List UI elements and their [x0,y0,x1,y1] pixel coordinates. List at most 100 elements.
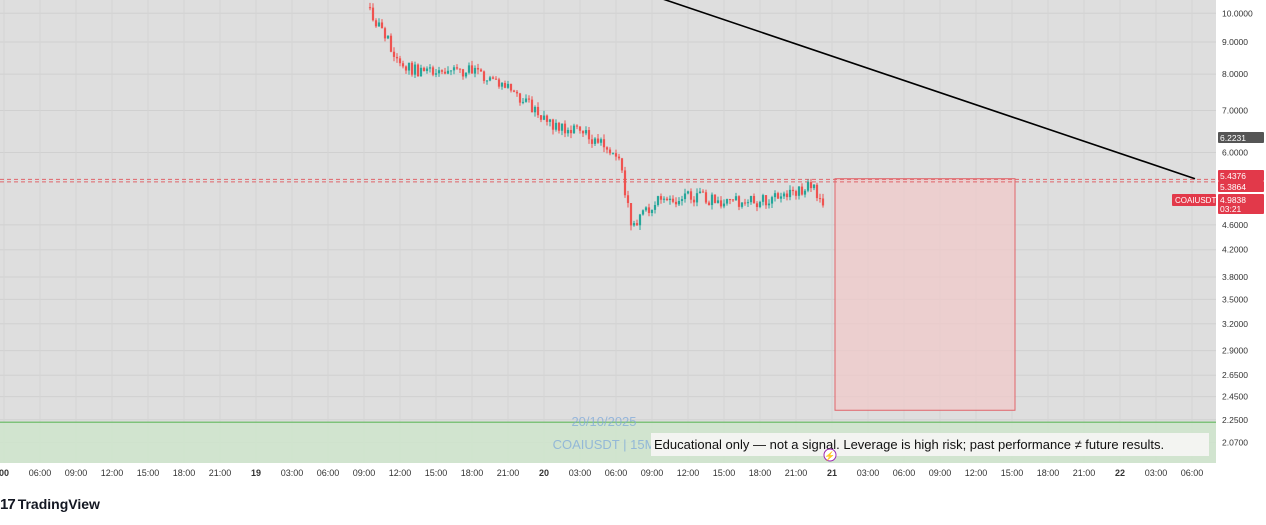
time-tick-28: 15:00 [1001,468,1024,478]
time-tick-25: 06:00 [893,468,916,478]
price-tick-7: 3.8000 [1222,272,1248,282]
time-tick-19: 12:00 [677,468,700,478]
price-badge-2 [1218,181,1264,192]
tradingview-logo[interactable]: 17 TradingView [0,495,100,513]
time-tick-29: 18:00 [1037,468,1060,478]
price-tick-11: 2.6500 [1222,370,1248,380]
candle-body-6 [386,35,390,39]
watermark-date: 20/10/2025 [571,414,636,429]
candle-body-139 [785,193,789,198]
candle-body-149 [815,184,819,199]
candle-body-87 [629,203,633,226]
time-tick-27: 12:00 [965,468,988,478]
time-tick-33: 06:00 [1181,468,1204,478]
candle-body-110 [698,191,702,194]
candle-body-125 [743,202,747,204]
price-badge-text-2: 5.3864 [1220,182,1246,192]
candle-body-53 [527,98,531,100]
chart-pane[interactable]: 20/10/2025 COAIUSDT | 15M Educational only… [0,0,1216,463]
candle-body-66 [566,129,570,134]
candle-body-122 [734,196,738,201]
candle-body-84 [620,158,624,171]
candle-body-128 [752,195,756,204]
time-tick-9: 06:00 [317,468,340,478]
candle-body-106 [686,191,690,194]
candle-body-49 [515,91,519,94]
candle-body-79 [605,147,609,150]
time-tick-8: 03:00 [281,468,304,478]
candle-body-103 [677,201,681,205]
candle-body-80 [608,149,612,154]
candle-body-32 [464,72,468,77]
time-tick-18: 09:00 [641,468,664,478]
candle-body-89 [635,223,639,226]
candle-body-48 [512,90,516,92]
candle-body-92 [644,207,648,211]
candle-body-144 [800,186,804,195]
price-badge-text-5: 03:21 [1220,204,1242,214]
time-axis[interactable]: 00 06:00 09:00 12:00 15:00 18:00 21:00 19 03:00 0… [0,463,1266,483]
candle-body-15 [413,64,417,75]
candle-body-116 [716,200,720,203]
time-tick-14: 21:00 [497,468,520,478]
disclaimer-box [651,433,1209,456]
candle-body-40 [488,77,492,81]
candle-body-101 [671,198,675,202]
candle-body-97 [659,196,663,200]
candle-body-25 [443,71,447,74]
candle-body-54 [530,99,534,113]
candle-body-127 [749,195,753,203]
candle-body-51 [521,101,525,103]
time-tick-12: 15:00 [425,468,448,478]
time-tick-15: 20 [539,468,549,478]
candle-body-141 [791,189,795,192]
candle-body-143 [797,186,801,196]
candle-body-21 [431,67,435,75]
time-tick-23: 21 [827,468,837,478]
candle-body-70 [578,126,582,131]
candle-body-5 [383,28,387,39]
candle-body-81 [611,153,615,155]
candle-body-52 [524,98,528,102]
candle-body-11 [401,63,405,67]
candle-body-65 [563,123,567,134]
candle-body-120 [728,199,732,201]
candle-body-102 [674,201,678,205]
descending-trendline [663,0,1196,180]
candle-body-72 [584,130,588,134]
candle-body-148 [812,184,816,189]
time-tick-1: 06:00 [29,468,52,478]
candle-body-42 [494,78,498,80]
price-scale[interactable]: 10.0000 9.0000 8.0000 7.0000 6.0000 4.6000 4.2… [1216,0,1266,463]
candle-body-69 [575,125,579,127]
price-tick-2: 8.0000 [1222,69,1248,79]
price-badge-1 [1218,170,1264,181]
price-tick-9: 3.2000 [1222,319,1248,329]
candle-body-147 [809,182,813,189]
candle-body-109 [695,193,699,203]
candle-body-16 [416,64,420,77]
time-tick-16: 03:00 [569,468,592,478]
time-tick-10: 09:00 [353,468,376,478]
time-tick-5: 18:00 [173,468,196,478]
time-tick-32: 03:00 [1145,468,1168,478]
candle-body-145 [803,190,807,195]
candle-body-62 [554,122,558,130]
price-tick-5: 4.6000 [1222,220,1248,230]
time-tick-0: 00 [0,468,9,478]
candle-body-12 [404,66,408,71]
candle-body-60 [548,119,552,122]
candle-body-68 [572,125,576,134]
candle-body-71 [581,130,585,134]
candle-body-85 [623,170,627,196]
time-tick-22: 21:00 [785,468,808,478]
candle-body-118 [722,203,726,207]
candle-body-22 [434,73,438,75]
candle-body-76 [596,138,600,143]
price-scale-labels: 10.0000 9.0000 8.0000 7.0000 6.0000 4.6000 4.2… [1218,8,1264,448]
candle-body-121 [731,199,735,201]
candle-body-57 [539,115,543,120]
candle-body-77 [599,139,603,143]
candle-body-58 [542,115,546,120]
